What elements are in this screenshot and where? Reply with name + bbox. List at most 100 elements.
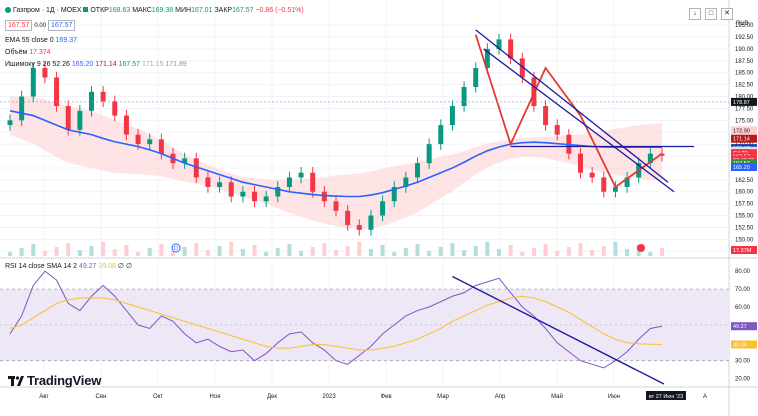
close-pane-button[interactable]: ✕ — [721, 8, 733, 20]
volume-bar — [555, 251, 560, 256]
maximize-pane-button[interactable]: □ — [705, 8, 717, 20]
rsi-value: 49.27 — [78, 263, 97, 270]
volume-bar — [601, 246, 606, 256]
rsi-label: RSI 14 close SMA 14 2 — [5, 263, 77, 270]
ichimoku-value-1: 165.20 — [71, 61, 94, 68]
volume-bar — [415, 244, 420, 256]
candle-body — [554, 125, 560, 135]
volume-bar — [182, 247, 187, 256]
dividend-marker-label: D — [174, 246, 178, 252]
volume-badge — [731, 246, 757, 254]
ema-label: EMA 55 close 0 — [5, 37, 54, 44]
crosshair-price-badge — [731, 97, 757, 106]
volume-bar — [531, 248, 536, 256]
collapse-pane-button[interactable]: ↓ — [689, 8, 701, 20]
volume-bar — [66, 243, 71, 256]
candle-body — [449, 106, 455, 126]
volume-bar — [345, 246, 350, 256]
candle-body — [286, 177, 292, 187]
rsi-sma-value: 39.06 — [98, 263, 116, 270]
tradingview-logo-text: TradingView — [27, 373, 102, 388]
symbol-line[interactable]: Газпром · 1Д · MOEX — [12, 7, 82, 14]
volume-bar — [578, 243, 583, 256]
volume-bar — [322, 243, 327, 256]
candle-body — [508, 39, 514, 59]
volume-bar — [252, 245, 257, 256]
volume-bar — [171, 251, 175, 256]
candle-body — [473, 67, 479, 88]
volume-bar — [77, 250, 82, 256]
ema-value: 169.37 — [55, 37, 78, 44]
candle-body — [19, 96, 25, 121]
low-label: МИН — [175, 7, 192, 14]
month-tick-label: Ноя — [210, 394, 221, 400]
candle-body — [135, 134, 141, 145]
volume-bar — [159, 244, 164, 256]
rsi-badge — [731, 340, 757, 349]
candle-body — [217, 182, 223, 187]
ichimoku-value-4: 171.15 — [142, 61, 164, 68]
volume-bar — [264, 252, 269, 256]
volume-bar — [368, 249, 373, 256]
volume-bar — [136, 252, 141, 256]
buy-price-box[interactable]: 167.57 — [48, 20, 76, 31]
candle-body — [578, 153, 583, 173]
volume-bar — [438, 247, 443, 256]
price-tick-label: 195.00 — [735, 23, 754, 29]
zigzag-drawing — [474, 34, 663, 189]
month-tick-label: Апр — [495, 394, 506, 400]
volume-bar — [613, 242, 618, 256]
sell-price-box[interactable]: 167.57 — [5, 20, 33, 31]
month-tick-label: Фев — [380, 394, 391, 400]
candle-body — [240, 191, 246, 197]
volume-bar — [299, 251, 304, 256]
price-tick-label: 177.50 — [735, 106, 754, 112]
rsi-legend[interactable]: RSI 14 close SMA 14 2 49.27 39.06 ∅ ∅ — [5, 262, 132, 270]
candle-body — [298, 172, 304, 178]
volume-bar — [543, 244, 548, 256]
ichimoku-legend[interactable]: Ишимоку 9 26 52 26 165.20 171.14 167.57 … — [5, 61, 187, 68]
candle-body — [182, 158, 188, 164]
candle-body — [624, 177, 630, 187]
volume-bar — [520, 252, 525, 256]
open-value: 168.63 — [108, 7, 131, 14]
volume-badge-label: 17.37M — [733, 248, 752, 254]
rsi-upper-value: ∅ — [117, 263, 125, 270]
volume-legend[interactable]: Объём 17.374 — [5, 49, 51, 56]
volume-value: 17.374 — [29, 49, 51, 56]
volume-bar — [229, 242, 234, 256]
volume-bar — [508, 245, 513, 256]
rsi-badge-label: 39.06 — [733, 342, 747, 348]
candle-body — [321, 191, 327, 202]
ichimoku-value-3: 167.57 — [118, 61, 141, 68]
low-value: 167.01 — [191, 7, 213, 14]
volume-bar — [310, 247, 315, 256]
volume-bar — [287, 244, 292, 256]
candle-body — [275, 186, 281, 197]
volume-bar — [240, 249, 245, 256]
spread-value: 0.00 — [34, 23, 47, 29]
volume-bar — [462, 250, 467, 256]
candle-body — [100, 91, 106, 102]
rsi-tick-label: 60.00 — [735, 305, 751, 311]
open-label: ОТКР — [90, 7, 109, 14]
symbol-legend[interactable]: Газпром · 1Д · MOEX ОТКР168.63 МАКС169.3… — [5, 6, 304, 15]
date-badge — [646, 391, 686, 400]
candle-body — [333, 201, 339, 211]
currency-label[interactable]: RUB — [736, 21, 749, 27]
candle-body — [158, 139, 164, 154]
change-value: −0.86 (−0.51%) — [255, 7, 304, 14]
rsi-badge — [731, 322, 757, 331]
price-tick-label: 190.00 — [735, 47, 754, 53]
volume-bar — [380, 245, 385, 256]
maximize-icon: □ — [708, 10, 714, 17]
candle-body — [356, 225, 362, 230]
volume-bar — [54, 247, 59, 256]
candle-body — [519, 58, 525, 78]
ema-legend[interactable]: EMA 55 close 0 169.37 — [5, 37, 77, 44]
candle-body — [54, 77, 60, 107]
candle-body — [601, 177, 607, 192]
rsi-sma-line — [9, 295, 663, 351]
candle-body — [112, 101, 118, 116]
